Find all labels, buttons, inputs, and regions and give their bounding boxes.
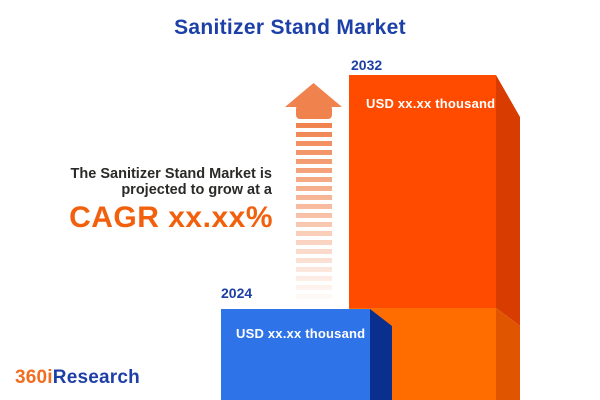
bar-2024-face [221,309,370,400]
bar-value-2032: USD xx.xx thousand [366,96,496,111]
tagline-line1: The Sanitizer Stand Market is [70,166,272,182]
arrow-neck [296,105,332,119]
page-title: Sanitizer Stand Market [174,16,406,39]
cagr-text: CAGR xx.xx% [69,201,273,234]
tagline: The Sanitizer Stand Market is projected … [40,166,272,198]
bar-2032-side-lower [496,308,520,400]
brand-logo: 360iResearch [15,367,140,389]
bar-2032-face-upper [349,75,496,308]
logo-prefix: 360i [15,367,53,388]
bar-2024-side [370,309,392,400]
year-label-2032: 2032 [351,57,383,73]
tagline-line2: projected to grow at a [121,182,272,198]
bar-2032-side-upper [496,75,520,326]
arrow-stripes [296,123,332,300]
bar-value-2024: USD xx.xx thousand [236,326,366,341]
logo-suffix: Research [52,367,140,388]
year-label-2024: 2024 [221,285,253,301]
